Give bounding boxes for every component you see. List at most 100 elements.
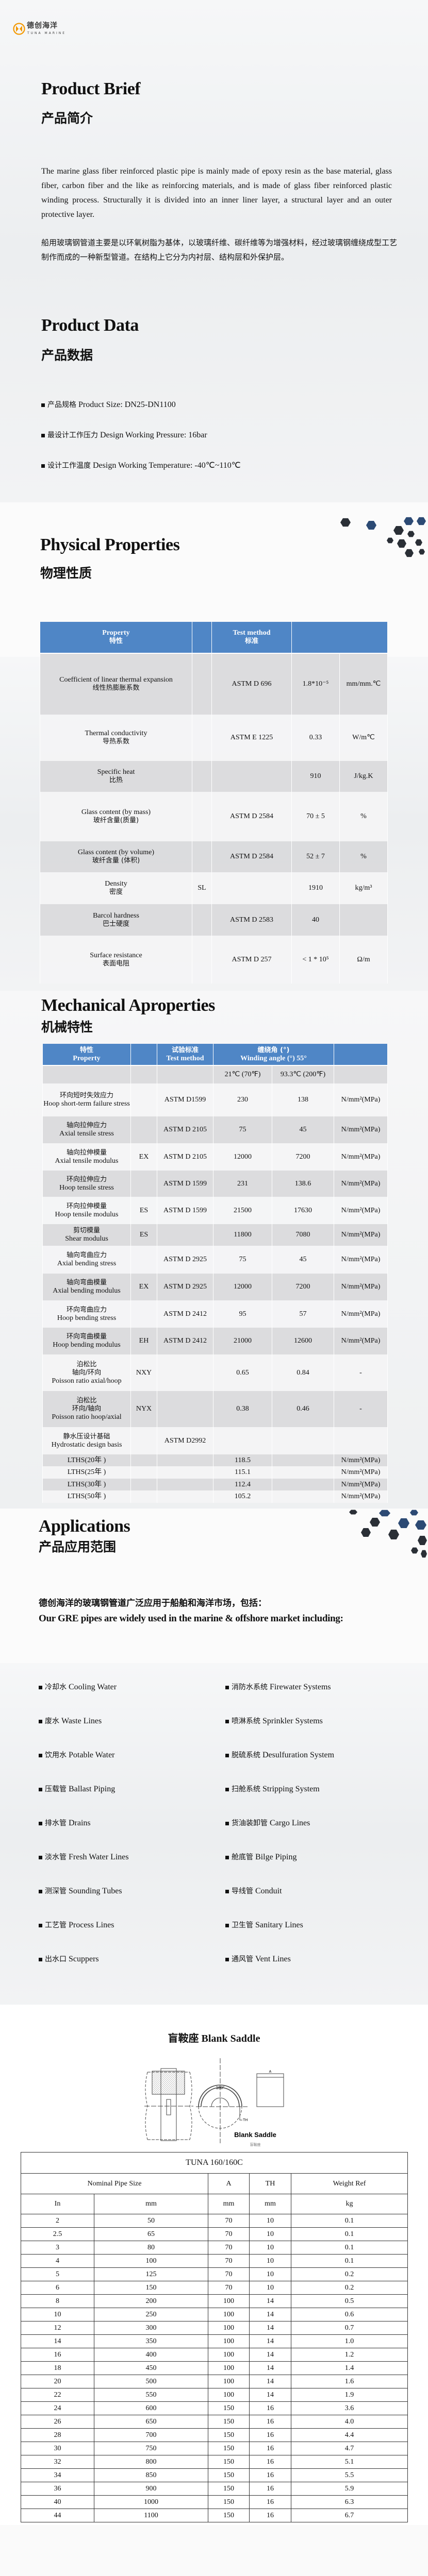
weight-cell: 0.6 <box>290 2308 408 2321</box>
unit-cell: Ω/m <box>339 936 388 984</box>
unit-cell: mm/mm.℃ <box>339 653 388 715</box>
bullet-icon <box>39 1923 42 1927</box>
item-label-cn: 排水管 <box>45 1819 67 1827</box>
unit-cell: N/mm²(MPa) <box>334 1454 388 1466</box>
value-21c-cell: 0.65 <box>213 1354 272 1391</box>
table-row: 泊松比 轴向/环向 Poisson ratio axial/hoop NXY 0.65… <box>42 1354 388 1391</box>
size-in-cell: 32 <box>21 2455 94 2469</box>
bullet-icon <box>41 403 45 407</box>
item-label-en: Design Working Pressure: 16bar <box>100 431 207 439</box>
col-symbol <box>192 622 212 654</box>
table-row: 轴向弯曲应力 Axial bending stress ASTM D 2925 75 4… <box>42 1246 388 1274</box>
weight-cell: 1.6 <box>290 2375 408 2388</box>
th-cell: 14 <box>249 2375 291 2388</box>
item-label-cn: 扫舱系统 <box>232 1785 260 1793</box>
bullet-icon <box>225 1685 229 1689</box>
property-cell: 静水压设计基础 Hydrostatic design basis <box>42 1427 131 1454</box>
size-in-cell: 3 <box>21 2241 94 2255</box>
item-label-en: Sounding Tubes <box>69 1887 122 1895</box>
value-21c-cell: 231 <box>213 1171 272 1197</box>
size-in-cell: 16 <box>21 2348 94 2362</box>
th-cell: 16 <box>249 2455 291 2469</box>
property-cell: 环向弯曲应力 Hoop bending stress <box>42 1300 131 1328</box>
bullet-icon <box>225 1753 229 1757</box>
weight-cell: 1.9 <box>290 2388 408 2402</box>
item-label-en: Design Working Temperature: -40℃~110℃ <box>93 461 241 470</box>
value-93c-cell <box>271 1454 335 1466</box>
item-label-en: Sanitary Lines <box>255 1921 303 1929</box>
bullet-icon <box>39 1685 42 1689</box>
table-row: Surface resistance 表面电阻 ASTM D 257 < 1 * 10… <box>40 936 388 984</box>
weight-cell: 0.2 <box>290 2281 408 2295</box>
th-cell: 16 <box>249 2428 291 2442</box>
method-cell: ASTM E 1225 <box>211 715 292 761</box>
symbol-cell: ES <box>130 1197 157 1224</box>
application-item: 测深管 Sounding Tubes <box>39 1886 122 1897</box>
method-cell: ASTM D 2584 <box>211 792 292 841</box>
col-winding-angle: 缠绕角 (°) Winding angle (°) 55° <box>212 1044 335 1066</box>
unit-cell: N/mm²(MPa) <box>334 1171 388 1197</box>
unit-cell: N/mm²(MPa) <box>334 1466 388 1479</box>
table-row: 32 800 150 16 5.1 <box>21 2455 408 2469</box>
size-in-cell: 2 <box>21 2214 94 2228</box>
method-cell: ASTM D 1599 <box>157 1197 213 1224</box>
blank-saddle-drawing: 180° TH A Blank Saddle 盲鞍座 <box>144 2058 284 2147</box>
method-cell <box>157 1466 213 1479</box>
value-21c-cell: 12000 <box>213 1143 272 1171</box>
size-in-cell: 28 <box>21 2428 94 2442</box>
symbol-cell <box>192 792 212 841</box>
a-cell: 100 <box>208 2294 250 2308</box>
method-cell: ASTM D 2583 <box>211 904 292 936</box>
method-cell: ASTM D 2412 <box>157 1328 213 1354</box>
method-cell: ASTM D 2105 <box>157 1116 213 1143</box>
size-in-cell: 8 <box>21 2294 94 2308</box>
product-data-title: Product Data <box>41 316 139 335</box>
bullet-icon <box>39 1957 42 1961</box>
method-cell <box>157 1391 213 1427</box>
table-row: 轴向弯曲模量 Axial bending modulus EX ASTM D 2925… <box>42 1274 388 1300</box>
table-row: 26 650 150 16 4.0 <box>21 2415 408 2429</box>
value-21c-cell: 112.4 <box>213 1479 272 1490</box>
unit-a-mm: mm <box>208 2194 250 2214</box>
size-mm-cell: 550 <box>94 2388 208 2402</box>
th-cell: 10 <box>249 2241 291 2255</box>
a-cell: 150 <box>208 2468 250 2482</box>
model-name: TUNA 160/160C <box>20 2152 408 2174</box>
unit-cell: - <box>334 1354 388 1391</box>
th-cell: 14 <box>249 2294 291 2308</box>
a-cell: 70 <box>208 2214 250 2228</box>
table-row: Barcol hardness 巴士硬度 ASTM D 2583 40 <box>40 904 388 936</box>
value-cell: < 1 * 10⁵ <box>291 936 340 984</box>
unit-cell: N/mm²(MPa) <box>334 1224 388 1246</box>
th-cell: 14 <box>249 2388 291 2402</box>
th-cell: 16 <box>249 2401 291 2415</box>
sea-background <box>0 1663 428 2005</box>
value-21c-cell: 21000 <box>213 1328 272 1354</box>
table-row: 10 250 100 14 0.6 <box>21 2308 408 2321</box>
application-item: 舱底管 Bilge Piping <box>225 1852 297 1863</box>
value-21c-cell: 12000 <box>213 1274 272 1300</box>
weight-cell: 4.4 <box>290 2428 408 2442</box>
symbol-cell <box>192 841 212 872</box>
symbol-cell: EX <box>130 1143 157 1171</box>
property-cell: 轴向拉伸应力 Axial tensile stress <box>42 1116 131 1143</box>
property-cell: LTHS(25年 ) <box>42 1466 131 1479</box>
method-cell: ASTM D1599 <box>157 1083 213 1116</box>
value-cell: 1.8*10⁻⁵ <box>291 653 340 715</box>
item-label-cn: 货油装卸管 <box>232 1819 268 1827</box>
applications-title: Applications <box>39 1517 130 1536</box>
application-item: 废水 Waste Lines <box>39 1716 102 1727</box>
table-row: 30 750 150 16 4.7 <box>21 2442 408 2455</box>
value-21c-cell: 11800 <box>213 1224 272 1246</box>
th-cell: 10 <box>249 2281 291 2295</box>
table-row: 环向拉伸应力 Hoop tensile stress ASTM D 1599 231 1… <box>42 1171 388 1197</box>
col-property: 特性 Property <box>42 1044 131 1066</box>
temp-93c: 93.3℃ (200℉) <box>271 1065 335 1083</box>
value-21c-cell: 105.2 <box>213 1490 272 1503</box>
a-cell: 150 <box>208 2415 250 2429</box>
value-21c-cell: 75 <box>213 1116 272 1143</box>
size-mm-cell: 850 <box>94 2468 208 2482</box>
property-cell: Coefficient of linear thermal expansion 线… <box>40 653 192 715</box>
weight-cell: 4.0 <box>290 2415 408 2429</box>
th-cell: 16 <box>249 2415 291 2429</box>
